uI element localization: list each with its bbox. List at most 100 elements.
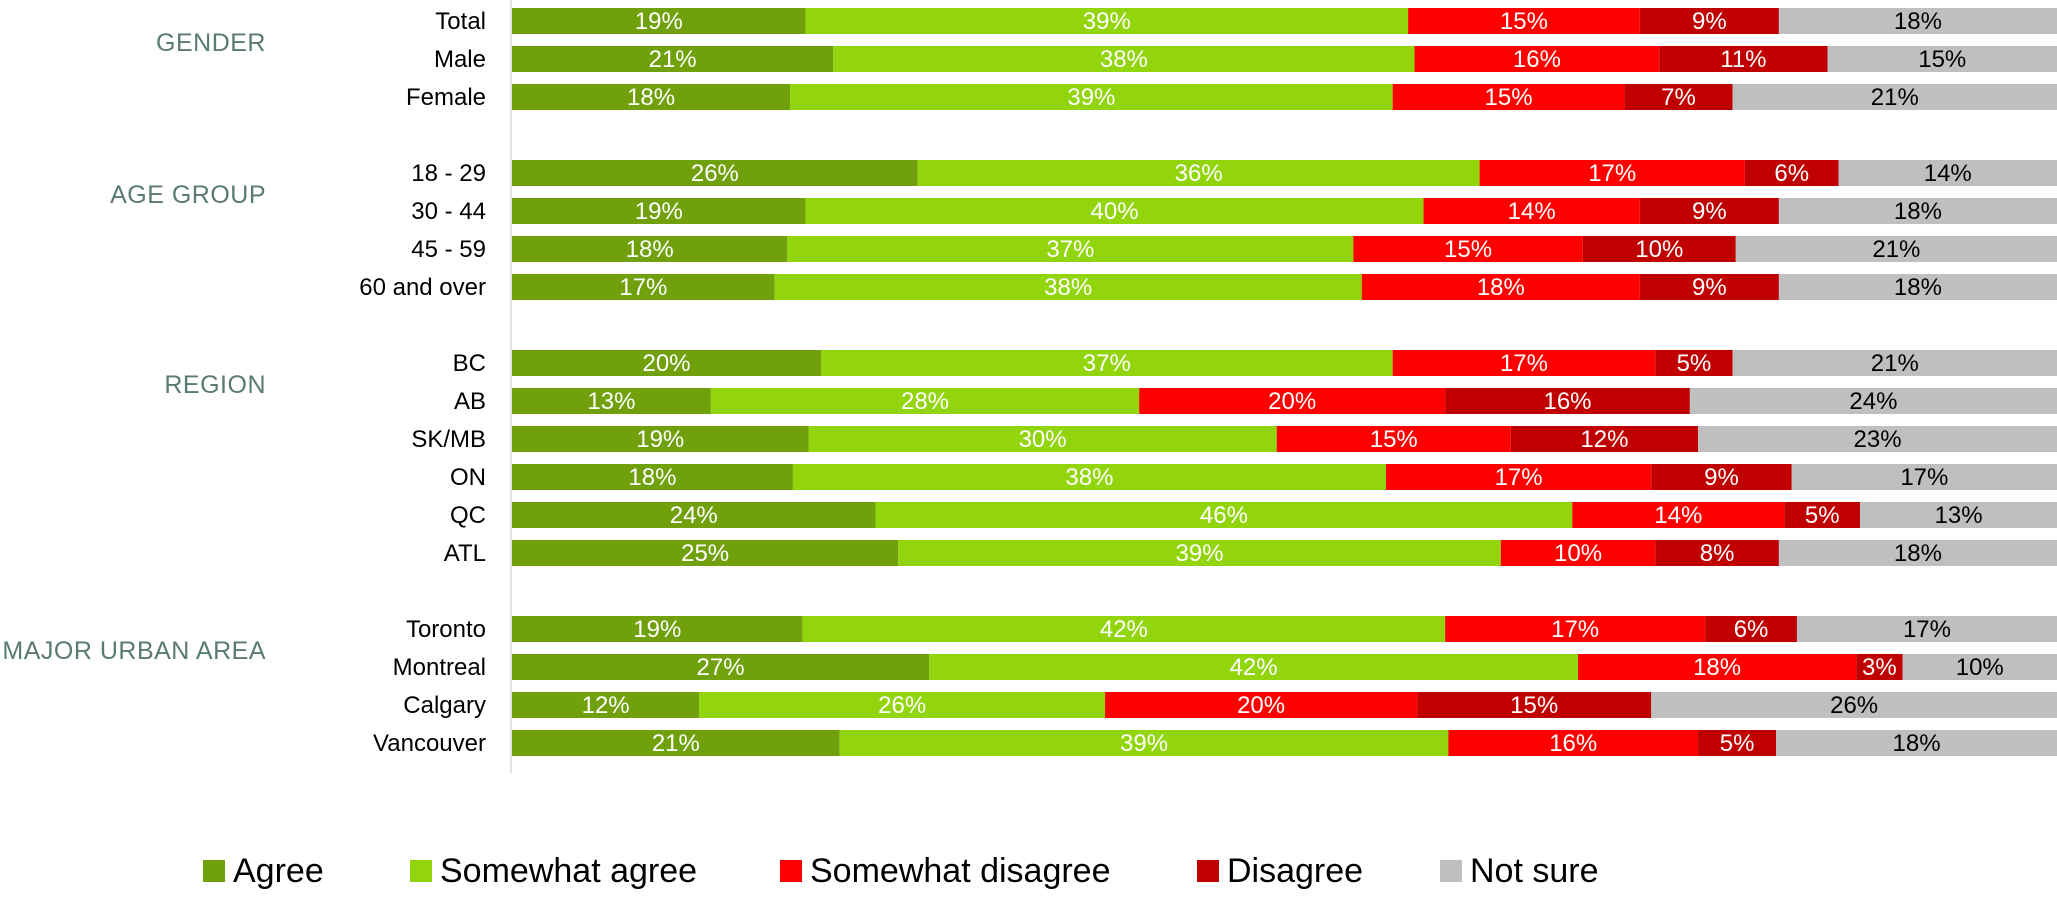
bar-segment	[512, 426, 809, 452]
row-label: Montreal	[393, 654, 486, 681]
data-label: 19%	[635, 8, 683, 35]
data-label: 37%	[1083, 350, 1131, 377]
bar-segment	[774, 274, 1362, 300]
bar-segment	[699, 692, 1106, 718]
legend-entry: Not sure	[1470, 852, 1599, 890]
bar-segment	[898, 540, 1501, 566]
data-label: 25%	[681, 540, 729, 567]
data-label: 37%	[1046, 236, 1094, 263]
data-label: 17%	[1500, 350, 1548, 377]
data-label: 16%	[1543, 388, 1591, 415]
legend-entry: Somewhat agree	[440, 852, 697, 890]
bar-segment	[512, 84, 791, 110]
row-label: QC	[450, 502, 486, 529]
data-label: 39%	[1176, 540, 1224, 567]
data-label: 9%	[1692, 198, 1727, 225]
data-label: 19%	[635, 198, 683, 225]
bar-segment	[1479, 160, 1745, 186]
data-label: 15%	[1444, 236, 1492, 263]
row-label: Male	[434, 46, 486, 73]
data-label: 10%	[1554, 540, 1602, 567]
data-label: 12%	[582, 692, 630, 719]
bar-segment	[512, 692, 700, 718]
data-label: 27%	[697, 654, 745, 681]
bar-segment	[512, 198, 806, 224]
row-label: SK/MB	[411, 426, 486, 453]
data-label: 12%	[1580, 426, 1628, 453]
bar-segment	[1778, 274, 2057, 300]
bar-segment	[1784, 502, 1861, 528]
row-label: Total	[435, 8, 486, 35]
data-label: 21%	[1871, 84, 1919, 111]
bar-segment	[512, 236, 788, 262]
bar-segment	[512, 730, 840, 756]
bar-segment	[512, 464, 793, 490]
data-label: 18%	[1894, 274, 1942, 301]
bar-segment	[1796, 616, 2057, 642]
bar-segment	[1423, 198, 1640, 224]
bar-segment	[1860, 502, 2057, 528]
bar-segment	[1689, 388, 2057, 414]
data-label: 17%	[1588, 160, 1636, 187]
bar-segment	[512, 8, 806, 34]
data-label: 24%	[1849, 388, 1897, 415]
row-label: BC	[453, 350, 486, 377]
data-label: 7%	[1661, 84, 1696, 111]
row-label: Calgary	[403, 692, 486, 719]
bar-segment	[917, 160, 1480, 186]
bar-segment	[1732, 350, 2057, 376]
data-label: 19%	[636, 426, 684, 453]
row-label: 18 - 29	[411, 160, 486, 187]
data-label: 36%	[1175, 160, 1223, 187]
data-label: 16%	[1513, 46, 1561, 73]
bar-segment	[1639, 8, 1779, 34]
data-label: 20%	[1268, 388, 1316, 415]
row-label: Vancouver	[373, 730, 486, 757]
bar-segment	[1698, 426, 2057, 452]
data-label: 17%	[1551, 616, 1599, 643]
row-label: 30 - 44	[411, 198, 486, 225]
bar-segment	[1414, 46, 1660, 72]
bar-segment	[839, 730, 1449, 756]
data-label: 8%	[1700, 540, 1735, 567]
data-label: 23%	[1854, 426, 1902, 453]
legend-swatch	[1440, 860, 1462, 882]
row-label: ATL	[444, 540, 486, 567]
bar-segment	[1838, 160, 2057, 186]
data-label: 11%	[1720, 46, 1766, 73]
bar-segment	[1582, 236, 1736, 262]
data-label: 6%	[1734, 616, 1769, 643]
data-label: 40%	[1091, 198, 1139, 225]
bar-segment	[512, 502, 876, 528]
data-label: 15%	[1370, 426, 1418, 453]
data-label: 42%	[1230, 654, 1278, 681]
data-label: 24%	[670, 502, 718, 529]
data-label: 39%	[1067, 84, 1115, 111]
bar-segment	[1659, 46, 1828, 72]
data-label: 15%	[1500, 8, 1548, 35]
data-label: 18%	[1894, 8, 1942, 35]
bar-segment	[929, 654, 1579, 680]
bar-segment	[1735, 236, 2057, 262]
bar-segment	[1500, 540, 1656, 566]
bar-segment	[1776, 730, 2057, 756]
bar-segment	[512, 616, 803, 642]
data-label: 38%	[1065, 464, 1113, 491]
data-label: 9%	[1692, 8, 1727, 35]
bar-segment	[1651, 464, 1792, 490]
bar-segment	[1778, 8, 2057, 34]
bar-segment	[1408, 8, 1640, 34]
data-label: 18%	[627, 84, 675, 111]
bar-segment	[1353, 236, 1583, 262]
data-label: 28%	[901, 388, 949, 415]
bar-segment	[1417, 692, 1652, 718]
row-label: 45 - 59	[411, 236, 486, 263]
bar-segment	[512, 160, 918, 186]
bar-segment	[1655, 350, 1733, 376]
data-label: 18%	[1894, 198, 1942, 225]
bar-segment	[1651, 692, 2057, 718]
group-label: REGION	[164, 371, 266, 399]
bar-segment	[1578, 654, 1857, 680]
data-label: 19%	[633, 616, 681, 643]
data-label: 10%	[1956, 654, 2004, 681]
